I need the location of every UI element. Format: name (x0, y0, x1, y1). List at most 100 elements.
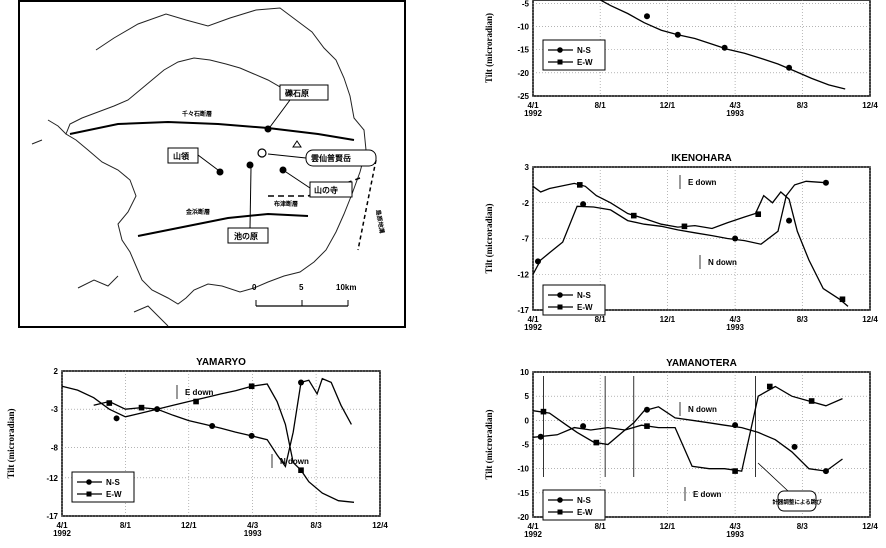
station-yamanotera (279, 166, 287, 174)
legend: N-S E-W (542, 39, 606, 71)
leader-ikenohara (249, 167, 252, 229)
y-tick-label: -5 (522, 441, 530, 450)
annotation-text: E down (693, 490, 722, 499)
x-tick-label: 4/3 (730, 315, 742, 324)
annotation-text: E down (688, 178, 717, 187)
y-tick-label: -2 (522, 199, 530, 208)
marker-ew (138, 404, 145, 411)
series-line-ew (532, 385, 843, 472)
marker-ns (298, 379, 305, 386)
x-tick-label: 1992 (53, 529, 71, 538)
map-label-ikenohara: 池の原 (234, 231, 258, 241)
chart-title: YAMANOTERA (666, 358, 737, 369)
marker-ew (593, 439, 600, 446)
station-reisekibaru (264, 125, 272, 133)
chart-title: YAMARYO (196, 357, 246, 368)
y-axis-label: Tilt (microradian) (484, 410, 494, 480)
marker-ns (732, 235, 739, 242)
legend-box (542, 489, 606, 521)
y-tick-label: -17 (517, 306, 529, 315)
x-tick-label: 1992 (524, 530, 542, 539)
y-axis-label: Tilt (microradian) (6, 409, 16, 479)
y-tick-label: -25 (517, 92, 529, 101)
y-tick-label: -15 (517, 46, 529, 55)
label-box-reisekibaru (279, 84, 329, 101)
series-line-ns (532, 180, 826, 275)
map-label-graben: 島原地溝 (374, 209, 386, 234)
x-tick-label: 4/1 (527, 101, 539, 110)
scale-tick-0: 0 (252, 283, 257, 292)
marker-ew (577, 182, 583, 188)
marker-ew (839, 296, 846, 303)
marker-ns (822, 468, 829, 475)
x-tick-label: 4/1 (527, 522, 539, 531)
leader-fugendake (267, 153, 307, 159)
y-tick-label: -20 (517, 69, 529, 78)
legend-marker-ns (557, 292, 563, 298)
marker-ew (248, 383, 255, 390)
legend-label: N-S (577, 291, 591, 300)
y-tick-label: 5 (525, 392, 530, 401)
legend-box (71, 471, 135, 503)
summit-fugendake (257, 148, 267, 158)
marker-ew (298, 467, 304, 474)
legend-box (542, 39, 606, 71)
x-tick-label: 8/3 (797, 522, 809, 531)
marker-ew (755, 211, 762, 217)
y-tick-label: 2 (54, 367, 59, 376)
y-tick-label: 10 (520, 368, 529, 377)
fault-chijiwa (69, 120, 355, 141)
legend: N-S E-W (71, 471, 135, 503)
marker-ew (732, 468, 738, 474)
legend-label: E-W (577, 58, 593, 67)
annotation-leader (757, 462, 789, 492)
legend-marker-ew (557, 304, 563, 310)
x-tick-label: 12/1 (660, 315, 676, 324)
scale-tick-5: 5 (299, 283, 304, 292)
annotation-text: N down (688, 405, 717, 414)
marker-ns (674, 31, 681, 38)
legend: N-S E-W (542, 489, 606, 521)
series-line-ns (532, 406, 843, 472)
x-tick-label: 1993 (726, 109, 744, 118)
marker-ns (580, 201, 587, 208)
y-tick-label: -12 (517, 270, 529, 279)
y-tick-label: 3 (525, 163, 530, 172)
leader-reisekibaru (269, 99, 291, 128)
y-tick-label: -10 (517, 465, 529, 474)
coastline-north (95, 7, 367, 151)
x-tick-label: 1993 (244, 529, 262, 538)
marker-ew (630, 212, 637, 219)
marker-ns (791, 443, 798, 450)
map-label-fugendake: 雲仙普賢岳 (311, 153, 351, 163)
y-tick-label: -3 (51, 405, 59, 414)
leader-yamanotera (285, 171, 311, 189)
y-tick-label: -10 (517, 22, 529, 31)
x-tick-label: 12/4 (862, 522, 878, 531)
annotation-text: N down (708, 258, 737, 267)
series-line-ew (532, 182, 849, 307)
series-line-ns (599, 0, 846, 90)
marker-ew (644, 423, 650, 429)
coastline-main (65, 57, 367, 305)
marker-ns (721, 44, 728, 51)
legend-marker-ns (557, 47, 563, 53)
marker-ns (534, 258, 541, 265)
x-tick-label: 12/1 (660, 101, 676, 110)
marker-ns (113, 415, 120, 422)
map-label-kanehama-fault: 金浜断層 (185, 208, 210, 216)
y-tick-label: -8 (51, 443, 59, 452)
graben-arrow (357, 159, 377, 251)
legend-label: N-S (577, 496, 591, 505)
x-tick-label: 4/1 (527, 315, 539, 324)
marker-ns (580, 423, 587, 430)
y-axis-label: Tilt (microradian) (484, 13, 494, 83)
marker-ns (209, 422, 216, 429)
marker-ns (786, 64, 793, 71)
legend-label: E-W (577, 508, 593, 517)
coastline-west (31, 119, 169, 327)
map-label-reisekibaru: 礫石原 (285, 88, 309, 98)
